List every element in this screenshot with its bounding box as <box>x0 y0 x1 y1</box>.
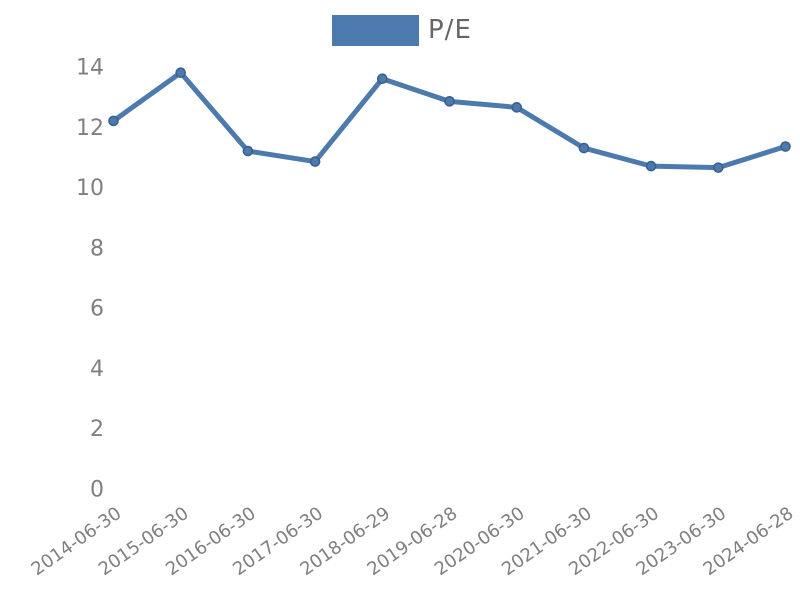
data-point-2023-06-30 <box>712 162 724 173</box>
data-point-2022-06-30 <box>645 160 657 172</box>
legend: P/E <box>332 15 472 46</box>
data-point-2014-06-30 <box>108 115 119 127</box>
data-point-2020-06-30 <box>511 102 523 113</box>
y-tick-label: 6 <box>90 297 104 322</box>
data-point-2019-06-28 <box>444 96 455 107</box>
legend-swatch-pe <box>332 15 419 46</box>
data-point-2017-06-30 <box>309 156 321 167</box>
series-line-pe <box>111 70 788 171</box>
y-tick-label: 4 <box>90 357 104 382</box>
y-tick-label: 0 <box>90 478 104 503</box>
data-point-2016-06-30 <box>242 145 254 157</box>
data-point-2021-06-30 <box>578 142 590 154</box>
data-point-2018-06-29 <box>376 73 388 85</box>
data-point-2024-06-28 <box>780 141 791 152</box>
legend-label: P/E <box>428 15 472 45</box>
y-tick-label: 10 <box>76 176 104 201</box>
y-tick-label: 12 <box>76 116 104 141</box>
y-tick-label: 14 <box>76 56 104 81</box>
y-tick-label: 2 <box>90 417 104 442</box>
y-tick-label: 8 <box>90 236 104 261</box>
data-point-2015-06-30 <box>175 67 186 79</box>
